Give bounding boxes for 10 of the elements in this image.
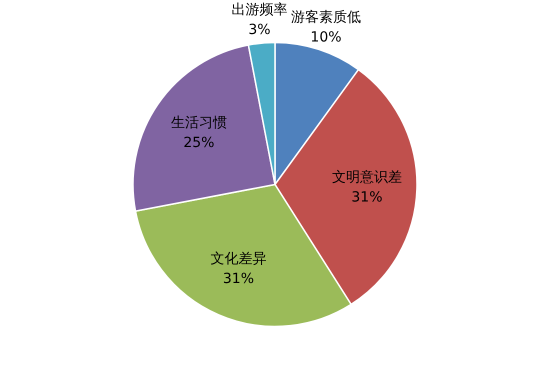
slice-label: 文明意识差 [332,169,402,186]
data-label: 31% [222,270,254,287]
data-label: 3% [248,22,271,38]
data-label: 25% [183,134,214,151]
data-label: 10% [310,30,342,46]
data-label: 31% [351,189,383,206]
slice-label: 文化差异 [210,250,266,267]
slice-label: 生活习惯 [170,114,227,131]
slice-label: 游客素质低 [290,10,361,26]
slice-label: 出游频率 [231,2,288,18]
